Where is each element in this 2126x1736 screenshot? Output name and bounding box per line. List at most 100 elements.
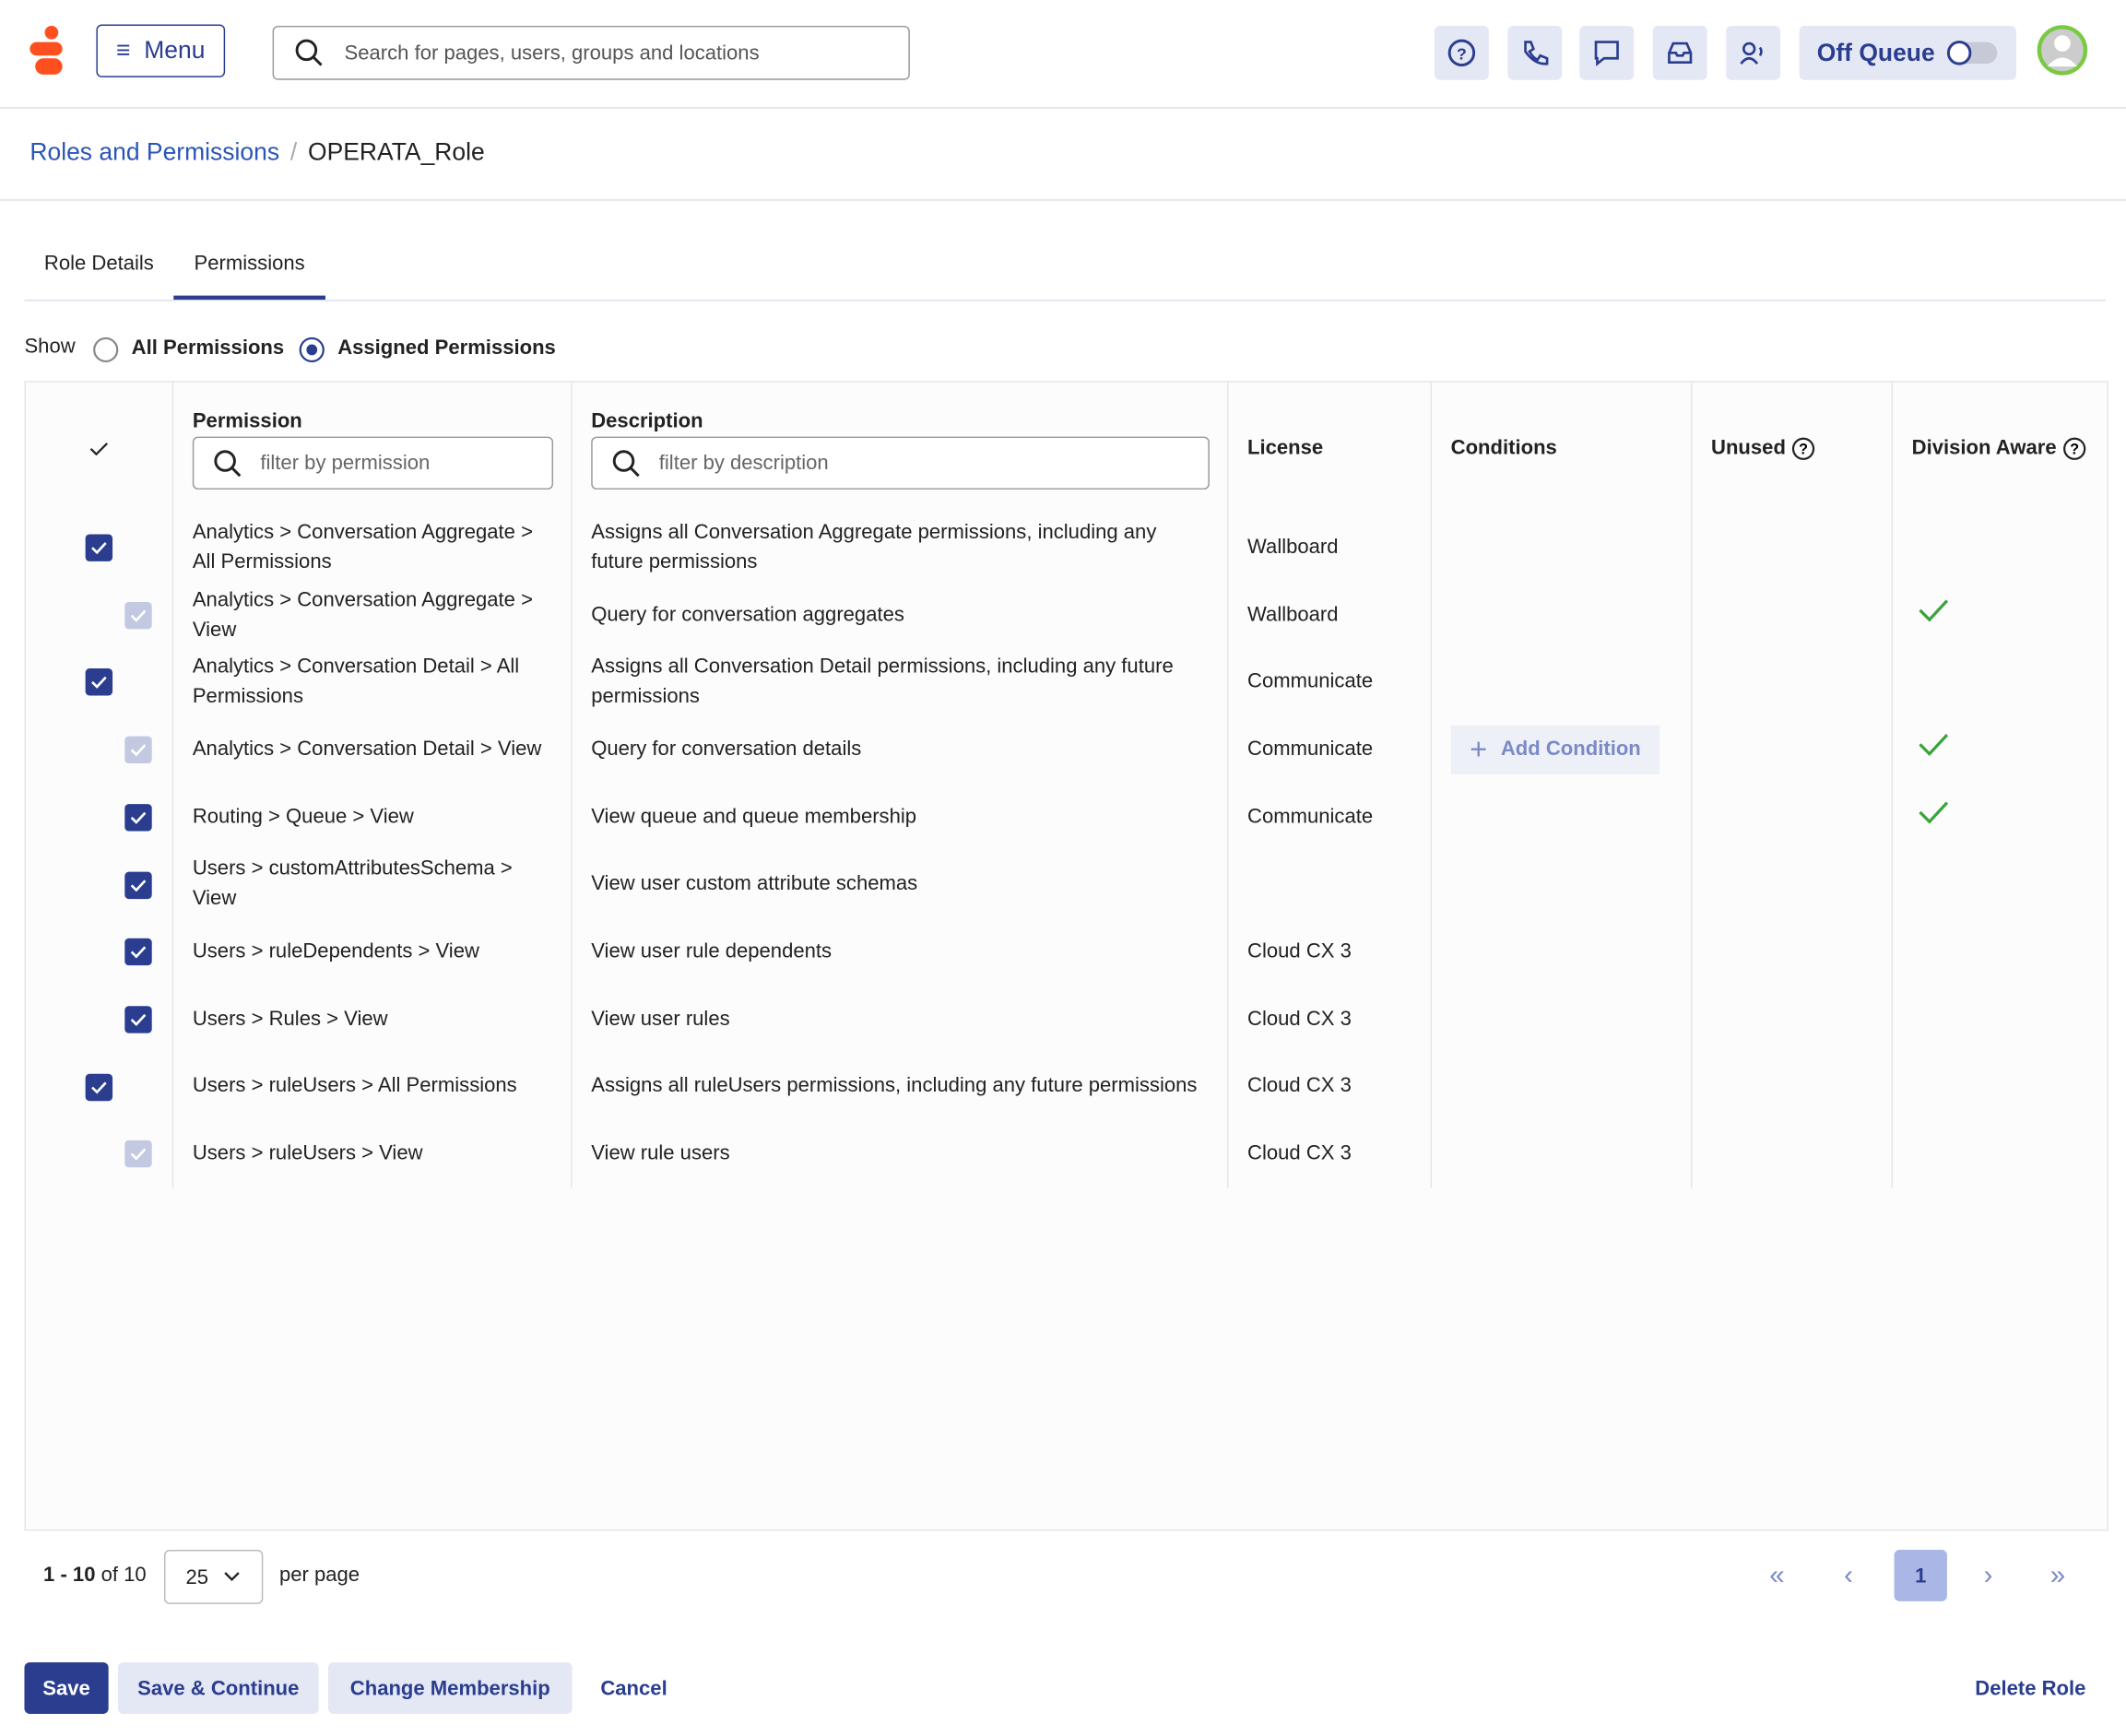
license: Cloud CX 3 [1247, 939, 1352, 963]
permission-description: View user rules [591, 1007, 730, 1031]
row-checkbox[interactable] [124, 1006, 152, 1033]
permission-name: Analytics > Conversation Detail > View [192, 737, 542, 761]
save-button[interactable]: Save [24, 1662, 109, 1714]
breadcrumb-link[interactable]: Roles and Permissions [30, 138, 280, 166]
license: Cloud CX 3 [1247, 1141, 1352, 1165]
row-checkbox [124, 1140, 152, 1168]
svg-text:?: ? [1799, 441, 1808, 457]
page-total: of 10 [100, 1563, 147, 1587]
row-checkbox[interactable] [124, 803, 152, 832]
column-line [1891, 382, 1894, 1188]
help-button[interactable]: ? [1435, 25, 1489, 80]
row-checkbox[interactable] [85, 668, 113, 697]
permission-name: Users > ruleUsers > View [192, 1141, 423, 1165]
permission-description: View user custom attribute schemas [591, 872, 918, 896]
row-checkbox[interactable] [124, 939, 152, 966]
permission-name: Analytics > Conversation Aggregate > Vie… [192, 587, 533, 641]
permission-name: Analytics > Conversation Detail > All Pe… [192, 655, 520, 709]
permission-name: Users > Rules > View [192, 1007, 388, 1031]
per-page-select[interactable]: 25 [163, 1550, 264, 1604]
column-header: Conditions [1450, 435, 1557, 459]
save-continue-button[interactable]: Save & Continue [117, 1662, 319, 1714]
chat-button[interactable] [1579, 25, 1635, 80]
permissions-table: Permission filter by permission Descriptio… [24, 381, 2108, 1531]
filter-placeholder: filter by description [658, 451, 829, 475]
license: Communicate [1247, 805, 1374, 829]
division-aware-check [1919, 732, 1949, 757]
search-box[interactable]: Search for pages, users, groups and loca… [272, 25, 910, 80]
first-page[interactable]: « [1769, 1560, 1785, 1591]
filter-placeholder: filter by permission [260, 451, 431, 475]
column-line [171, 382, 174, 1188]
radio[interactable] [92, 337, 119, 363]
header-check[interactable] [26, 383, 172, 514]
column-line [1226, 382, 1229, 1188]
radio-selected[interactable] [299, 337, 325, 363]
add-condition-label: Add Condition [1500, 738, 1641, 762]
column-header: Division Aware? [1912, 383, 2086, 514]
license: Communicate [1247, 737, 1374, 761]
permission-description: View rule users [591, 1141, 730, 1165]
column-header: Description [591, 409, 703, 433]
radio-label[interactable]: All Permissions [131, 336, 285, 360]
change-membership-button[interactable]: Change Membership [327, 1662, 573, 1714]
column-header: Permission [192, 409, 302, 433]
license: Wallboard [1247, 602, 1339, 626]
last-page[interactable]: » [2049, 1560, 2066, 1591]
prev-page[interactable]: ‹ [1844, 1560, 1853, 1591]
division-aware-check [1919, 597, 1949, 621]
cancel-button[interactable]: Cancel [600, 1676, 667, 1700]
permission-description: Assigns all Conversation Detail permissi… [591, 655, 1174, 709]
next-page[interactable]: › [1983, 1560, 1993, 1591]
svg-text:?: ? [2070, 441, 2079, 457]
column-header: License [1247, 435, 1324, 459]
menu-button[interactable]: ≡ Menu [96, 24, 226, 77]
voice-button[interactable] [1726, 25, 1781, 80]
delete-role-button[interactable]: Delete Role [1975, 1676, 2086, 1700]
top-bar [0, 0, 2126, 109]
row-checkbox[interactable] [85, 534, 113, 561]
permission-description: Assigns all ruleUsers permissions, inclu… [591, 1074, 1198, 1098]
column-header: Unused? [1711, 383, 1815, 514]
svg-text:?: ? [1457, 45, 1467, 64]
menu-label: Menu [144, 36, 206, 65]
permission-description: View user rule dependents [591, 939, 833, 963]
permission-description: Query for conversation details [591, 737, 862, 761]
column-line [571, 382, 573, 1188]
license: Cloud CX 3 [1247, 1007, 1352, 1031]
row-checkbox[interactable] [124, 870, 152, 899]
filter-box[interactable]: filter by description [591, 436, 1210, 490]
search-icon [295, 39, 323, 66]
page-count: 1 - 10 of 10 [43, 1564, 147, 1587]
add-condition[interactable]: + Add Condition [1450, 725, 1660, 774]
permission-description: Assigns all Conversation Aggregate permi… [591, 520, 1157, 573]
permission-name: Routing > Queue > View [192, 805, 414, 829]
permission-description: View queue and queue membership [591, 805, 917, 829]
division-aware-check [1919, 799, 1949, 824]
tab[interactable]: Role Details [43, 252, 154, 276]
divider [0, 199, 2126, 201]
inbox-button[interactable] [1652, 25, 1707, 80]
license: Cloud CX 3 [1247, 1074, 1352, 1098]
per-page-value: 25 [185, 1565, 209, 1588]
logo [30, 25, 63, 75]
radio-label[interactable]: Assigned Permissions [337, 336, 556, 360]
queue-toggle[interactable]: Off Queue [1799, 25, 2016, 80]
avatar[interactable] [2037, 24, 2088, 76]
breadcrumb-current: OPERATA_Role [307, 138, 485, 166]
filter-box[interactable]: filter by permission [192, 436, 554, 490]
license: Wallboard [1247, 535, 1339, 559]
show-label: Show [24, 335, 76, 359]
permission-name: Users > customAttributesSchema > View [192, 856, 513, 911]
permission-description: Query for conversation aggregates [591, 602, 904, 626]
queue-status: Off Queue [1816, 38, 1935, 66]
column-line [1430, 382, 1433, 1188]
phone-button[interactable] [1507, 25, 1563, 80]
row-checkbox [124, 736, 152, 764]
permission-name: Analytics > Conversation Aggregate > All… [192, 520, 533, 573]
column-line [1690, 382, 1693, 1188]
current-page[interactable]: 1 [1894, 1550, 1947, 1601]
tab-active[interactable]: Permissions [173, 253, 325, 301]
permission-name: Users > ruleDependents > View [192, 939, 479, 963]
row-checkbox[interactable] [85, 1073, 113, 1101]
